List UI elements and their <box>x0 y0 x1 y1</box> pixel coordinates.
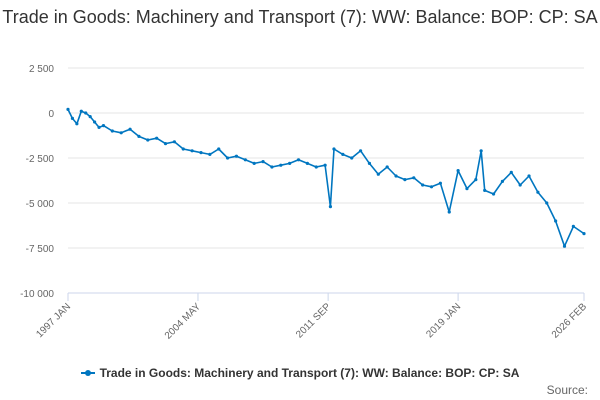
data-point[interactable] <box>323 163 327 167</box>
data-point[interactable] <box>447 210 451 214</box>
y-tick-label: -2 500 <box>26 154 55 165</box>
data-point[interactable] <box>146 138 150 142</box>
data-point[interactable] <box>128 127 132 131</box>
data-point[interactable] <box>163 142 168 146</box>
data-point[interactable] <box>438 181 442 185</box>
data-point[interactable] <box>270 165 274 169</box>
y-tick-label: 2 500 <box>29 64 54 75</box>
y-tick-label: 0 <box>48 109 54 120</box>
x-tick-label: 2026 FEB <box>550 301 589 340</box>
data-point[interactable] <box>225 156 230 160</box>
data-point[interactable] <box>350 156 354 160</box>
data-point[interactable] <box>252 161 256 165</box>
data-point[interactable] <box>234 154 239 158</box>
data-point[interactable] <box>92 120 97 124</box>
data-point[interactable] <box>261 160 265 164</box>
data-point[interactable] <box>527 174 531 178</box>
data-point[interactable] <box>70 116 75 120</box>
data-point[interactable] <box>181 147 185 151</box>
x-tick-label: 1997 JAN <box>34 301 73 340</box>
data-point[interactable] <box>279 163 283 167</box>
data-point[interactable] <box>79 109 83 113</box>
data-point[interactable] <box>367 161 372 165</box>
series-layer <box>66 107 586 248</box>
data-point[interactable] <box>288 161 292 165</box>
y-tick-label: -10 000 <box>20 289 54 300</box>
data-point[interactable] <box>376 172 380 176</box>
data-point[interactable] <box>536 190 540 194</box>
chart-title: Trade in Goods: Machinery and Transport … <box>2 7 598 27</box>
data-point[interactable] <box>217 147 221 151</box>
legend-swatch <box>80 370 95 376</box>
data-point[interactable] <box>509 170 513 174</box>
data-point[interactable] <box>491 192 496 196</box>
data-point[interactable] <box>421 183 425 187</box>
data-point[interactable] <box>474 178 478 182</box>
data-point[interactable] <box>75 122 79 126</box>
data-point[interactable] <box>190 149 194 153</box>
data-point[interactable] <box>155 136 159 140</box>
data-point[interactable] <box>412 176 416 180</box>
data-point[interactable] <box>137 134 141 138</box>
data-point[interactable] <box>483 188 487 192</box>
series-line[interactable] <box>67 109 585 247</box>
data-point[interactable] <box>332 147 336 151</box>
data-point[interactable] <box>88 115 92 119</box>
data-point[interactable] <box>208 152 212 156</box>
data-point[interactable] <box>500 179 505 183</box>
data-point[interactable] <box>385 165 389 169</box>
data-point[interactable] <box>562 244 567 248</box>
data-point[interactable] <box>403 178 407 182</box>
y-tick-label: -7 500 <box>26 244 55 255</box>
data-point[interactable] <box>545 201 549 205</box>
x-tick-label: 2011 SEP <box>294 301 333 340</box>
x-tick-label: 2019 JAN <box>424 301 463 340</box>
data-point[interactable] <box>97 125 101 129</box>
data-point[interactable] <box>328 205 333 209</box>
data-point[interactable] <box>101 124 106 128</box>
data-point[interactable] <box>110 129 114 133</box>
legend[interactable]: Trade in Goods: Machinery and Transport … <box>0 366 600 380</box>
data-point[interactable] <box>84 111 88 115</box>
data-point[interactable] <box>465 187 469 191</box>
data-point[interactable] <box>199 151 203 155</box>
x-tick-label: 2004 MAY <box>163 301 204 342</box>
data-point[interactable] <box>296 158 301 162</box>
data-point[interactable] <box>554 219 558 223</box>
data-point[interactable] <box>172 140 176 144</box>
data-point[interactable] <box>243 158 247 162</box>
data-point[interactable] <box>479 149 483 153</box>
data-point[interactable] <box>582 232 586 236</box>
data-point[interactable] <box>456 169 460 173</box>
data-point[interactable] <box>429 185 434 189</box>
y-tick-label: -5 000 <box>26 199 55 210</box>
grid-layer <box>68 67 584 294</box>
data-point[interactable] <box>358 149 363 153</box>
data-point[interactable] <box>341 152 345 156</box>
data-point[interactable] <box>119 131 123 135</box>
data-point[interactable] <box>66 107 70 111</box>
source-label: Source: <box>546 383 588 397</box>
legend-label: Trade in Goods: Machinery and Transport … <box>99 366 520 380</box>
data-point[interactable] <box>305 161 309 165</box>
data-point[interactable] <box>394 174 398 178</box>
data-point[interactable] <box>314 165 318 169</box>
data-point[interactable] <box>571 224 575 228</box>
data-point[interactable] <box>518 183 522 187</box>
